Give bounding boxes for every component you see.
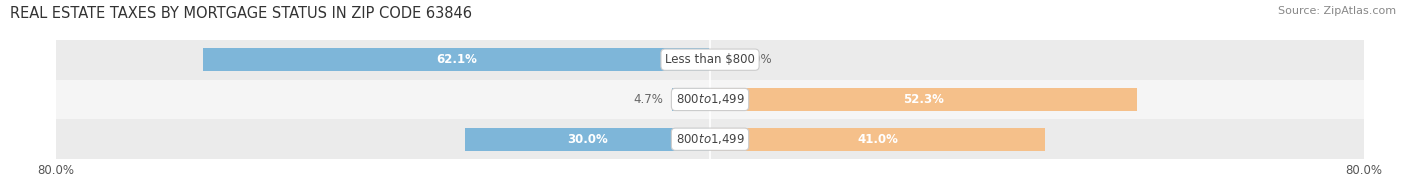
Text: REAL ESTATE TAXES BY MORTGAGE STATUS IN ZIP CODE 63846: REAL ESTATE TAXES BY MORTGAGE STATUS IN … bbox=[10, 6, 472, 21]
Text: 52.3%: 52.3% bbox=[903, 93, 945, 106]
Text: $800 to $1,499: $800 to $1,499 bbox=[675, 132, 745, 146]
Bar bbox=[465, 128, 710, 151]
Bar bbox=[672, 88, 710, 111]
Bar bbox=[56, 80, 1364, 119]
Text: Less than $800: Less than $800 bbox=[665, 53, 755, 66]
Text: 30.0%: 30.0% bbox=[567, 133, 607, 146]
Text: $800 to $1,499: $800 to $1,499 bbox=[675, 92, 745, 106]
Bar bbox=[56, 119, 1364, 159]
Bar bbox=[710, 88, 1137, 111]
Bar bbox=[202, 48, 710, 71]
Text: 62.1%: 62.1% bbox=[436, 53, 477, 66]
Text: Source: ZipAtlas.com: Source: ZipAtlas.com bbox=[1278, 6, 1396, 16]
Text: 4.7%: 4.7% bbox=[634, 93, 664, 106]
Bar bbox=[56, 40, 1364, 80]
Bar bbox=[710, 128, 1045, 151]
Text: 0.0%: 0.0% bbox=[742, 53, 772, 66]
Text: 41.0%: 41.0% bbox=[858, 133, 898, 146]
